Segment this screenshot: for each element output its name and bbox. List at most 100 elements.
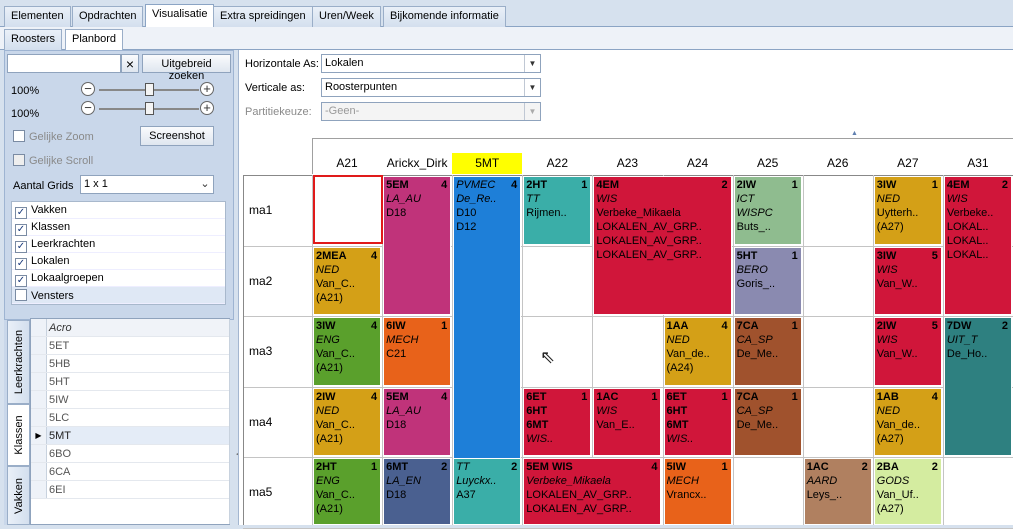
zoom-in-2-icon[interactable]: + bbox=[200, 101, 214, 115]
lesson-card-line: LOKAL.. bbox=[946, 249, 989, 261]
tab-opdrachten[interactable]: Opdrachten bbox=[72, 6, 144, 27]
lesson-card[interactable]: 7DW UIT_T De_Ho.. 2 bbox=[943, 317, 1012, 456]
lesson-card[interactable]: 7CA CA_SP De_Me.. 1 bbox=[733, 387, 802, 456]
lesson-card[interactable]: 6IW MECH C21 1 bbox=[383, 317, 452, 386]
lesson-card-line: Van_W.. bbox=[876, 348, 918, 360]
partition-select[interactable]: -Geen- ▼ bbox=[321, 102, 541, 121]
lesson-card-line: (A21) bbox=[316, 432, 343, 445]
lesson-card[interactable]: 3IW NED Uytterh.. (A27) 1 bbox=[873, 176, 942, 245]
lesson-card[interactable]: 2IW NED Van_C.. (A21) 4 bbox=[313, 387, 382, 456]
check-label: Leerkrachten bbox=[31, 238, 96, 250]
aantal-grids-select[interactable]: 1 x 1 ⌄ bbox=[80, 175, 214, 194]
lesson-card[interactable]: 6ET 6HT 6MT WIS.. 1 bbox=[523, 387, 592, 456]
advanced-search-button[interactable]: Uitgebreid zoeken bbox=[142, 54, 231, 82]
sidetab-leerkrachten[interactable]: Leerkrachten bbox=[7, 320, 30, 404]
tab-visualisatie[interactable]: Visualisatie bbox=[145, 4, 215, 28]
lesson-card-line: (A24) bbox=[666, 362, 694, 374]
vertical-axis-select[interactable]: Roosterpunten ▼ bbox=[321, 78, 541, 97]
sidetab-vakken[interactable]: Vakken bbox=[7, 466, 30, 525]
acro-row[interactable]: 6EI bbox=[31, 481, 229, 499]
check-lokaalgroepen[interactable]: ✓ Lokaalgroepen bbox=[12, 270, 225, 287]
lesson-card[interactable]: 1AB NED Van_de.. (A27) 4 bbox=[873, 387, 942, 456]
lesson-count-badge: 2 bbox=[1001, 320, 1008, 332]
lesson-card-line: LOKALEN_AV_GRP.. bbox=[526, 503, 632, 515]
zoom-in-icon[interactable]: + bbox=[200, 82, 214, 96]
grid-line bbox=[243, 457, 1013, 458]
row-header-ma3: ma3 bbox=[249, 344, 273, 359]
lesson-card[interactable]: 5EM LA_AU D18 4 bbox=[383, 387, 452, 456]
lesson-card-line: LA_AU bbox=[386, 193, 421, 205]
check-lokalen[interactable]: ✓ Lokalen bbox=[12, 253, 225, 270]
column-header-a21[interactable]: A21 bbox=[336, 156, 358, 170]
lesson-card[interactable]: 1AA NED Van_de.. (A24) 4 bbox=[663, 317, 732, 386]
acro-row[interactable]: 5LC bbox=[31, 409, 229, 427]
check-vensters[interactable]: Vensters bbox=[12, 287, 225, 304]
lesson-card[interactable]: 5EM LA_AU D18 4 bbox=[383, 176, 452, 315]
aantal-grids-label: Aantal Grids bbox=[13, 180, 74, 192]
acro-row[interactable]: 5ET bbox=[31, 337, 229, 355]
lesson-card[interactable]: 2HT ENG Van_C.. (A21) 1 bbox=[313, 458, 382, 525]
acro-row[interactable]: 6BO bbox=[31, 445, 229, 463]
lesson-card-line: AARD bbox=[806, 475, 838, 487]
lesson-card[interactable]: TT Luyckx.. A37 2 bbox=[453, 458, 522, 525]
lesson-card[interactable]: 5IW MECH Vrancx.. 1 bbox=[663, 458, 732, 525]
lesson-card[interactable]: 7CA CA_SP De_Me.. 1 bbox=[733, 317, 802, 386]
collapse-up-icon[interactable]: ▲ bbox=[851, 130, 858, 137]
tab-elementen[interactable]: Elementen bbox=[4, 6, 71, 27]
column-header-5mt[interactable]: 5MT bbox=[452, 153, 523, 174]
zoom-slider-2-thumb[interactable] bbox=[145, 102, 154, 115]
search-input[interactable] bbox=[7, 54, 121, 73]
screenshot-button[interactable]: Screenshot bbox=[140, 126, 214, 146]
tab-bijkomende-informatie[interactable]: Bijkomende informatie bbox=[383, 6, 506, 27]
column-header-arickx_dirk[interactable]: Arickx_Dirk bbox=[386, 156, 448, 170]
grid-line bbox=[522, 175, 524, 525]
lesson-card[interactable]: 2HT TT Rijmen.. 1 bbox=[523, 176, 592, 245]
lesson-card-line: Van_Uf.. bbox=[876, 489, 919, 501]
sidetab-klassen[interactable]: Klassen bbox=[7, 404, 30, 466]
column-header-a23[interactable]: A23 bbox=[616, 156, 639, 170]
column-header-a24[interactable]: A24 bbox=[686, 156, 709, 170]
acro-row[interactable]: 5IW bbox=[31, 391, 229, 409]
gelijke-zoom-checkbox[interactable]: Gelijke Zoom bbox=[13, 130, 94, 143]
acro-row[interactable]: 6CA bbox=[31, 463, 229, 481]
lesson-card[interactable]: 3IW WIS Van_W.. 5 bbox=[873, 246, 942, 315]
column-header-a26[interactable]: A26 bbox=[827, 156, 849, 170]
horizontal-axis-select[interactable]: Lokalen ▼ bbox=[321, 54, 541, 73]
tab-extra-spreidingen[interactable]: Extra spreidingen bbox=[213, 6, 313, 27]
check-vakken[interactable]: ✓ Vakken bbox=[12, 202, 225, 219]
column-header-a31[interactable]: A31 bbox=[967, 156, 989, 170]
lesson-card[interactable]: 2BA GODS Van_Uf.. (A27) 2 bbox=[873, 458, 942, 525]
lesson-card[interactable]: 4EM WIS Verbeke.. LOKAL.. LOKAL.. LOKAL.. 2 bbox=[943, 176, 1012, 315]
lesson-card[interactable]: 2MEA NED Van_C.. (A21) 4 bbox=[313, 246, 382, 315]
tab-uren-week[interactable]: Uren/Week bbox=[312, 6, 381, 27]
column-header-a25[interactable]: A25 bbox=[756, 156, 779, 170]
lesson-card-line: Goris_.. bbox=[736, 277, 776, 290]
acro-value: 6EI bbox=[49, 484, 66, 496]
zoom-slider-thumb[interactable] bbox=[145, 83, 154, 96]
check-klassen[interactable]: ✓ Klassen bbox=[12, 219, 225, 236]
lesson-card[interactable]: 6MT LA_EN D18 2 bbox=[383, 458, 452, 525]
acro-grid: Acro 5ET 5HB 5HT 5IW 5LC ▶ 5MT 6BO 6CA 6E… bbox=[30, 318, 230, 525]
acro-row[interactable]: 5HB bbox=[31, 355, 229, 373]
column-header-a27[interactable]: A27 bbox=[897, 156, 919, 170]
zoom-out-icon[interactable]: − bbox=[81, 82, 95, 96]
subtab-planbord[interactable]: Planbord bbox=[65, 29, 124, 51]
check-leerkrachten[interactable]: ✓ Leerkrachten bbox=[12, 236, 225, 253]
subtab-roosters[interactable]: Roosters bbox=[4, 29, 63, 50]
acro-row-selected[interactable]: ▶ 5MT bbox=[31, 427, 229, 445]
acro-row[interactable]: 5HT bbox=[31, 373, 229, 391]
lesson-card[interactable]: 3IW ENG Van_C.. (A21) 4 bbox=[313, 317, 382, 386]
lesson-card[interactable]: 6ET 6HT 6MT WIS.. 1 bbox=[663, 387, 732, 456]
lesson-card[interactable]: 1AC WIS Van_E.. 1 bbox=[593, 387, 662, 456]
clear-search-button[interactable]: × bbox=[121, 54, 139, 73]
lesson-card[interactable]: 1AC AARD Leys_.. 2 bbox=[803, 458, 872, 525]
lesson-card-line: Van_E.. bbox=[596, 418, 635, 431]
lesson-card[interactable]: 5HT BERO Goris_.. 1 bbox=[733, 246, 802, 315]
lesson-card[interactable]: 2IW WIS Van_W.. 5 bbox=[873, 317, 942, 386]
lesson-card[interactable]: 5EM WIS Verbeke_Mikaela LOKALEN_AV_GRP.. LO… bbox=[523, 458, 662, 525]
zoom-out-2-icon[interactable]: − bbox=[81, 101, 95, 115]
gelijke-scroll-checkbox[interactable]: Gelijke Scroll bbox=[13, 154, 93, 167]
column-header-a22[interactable]: A22 bbox=[546, 156, 569, 170]
lesson-card[interactable]: 4EM WIS Verbeke_Mikaela LOKALEN_AV_GRP.. LOK… bbox=[593, 176, 732, 315]
lesson-card[interactable]: 2IW ICT WISPC Buts_.. 1 bbox=[733, 176, 802, 245]
